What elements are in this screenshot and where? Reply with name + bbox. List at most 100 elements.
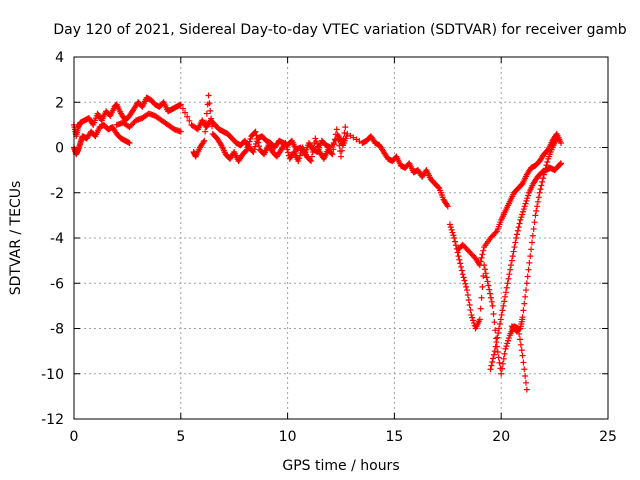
data-point [452,238,459,245]
data-point [315,146,322,153]
y-tick-label: 0 [55,141,64,157]
data-point [543,162,550,169]
data-point [244,146,251,153]
data-point [540,175,547,182]
data-point [186,117,193,124]
data-point [487,294,494,301]
data-point [530,225,537,232]
data-point [469,314,476,321]
data-point [522,200,529,207]
data-point [252,128,259,135]
data-point [339,141,346,148]
data-point [487,366,494,373]
data-point [460,274,467,281]
data-point [492,343,499,350]
y-tick-label: -2 [50,186,64,202]
data-point [508,262,515,269]
data-point [449,229,456,236]
data-point [479,283,486,290]
data-point [490,351,497,358]
data-point [329,151,336,158]
x-tick-label: 25 [599,429,617,445]
data-point [335,137,342,144]
data-point [452,242,459,249]
data-point [332,136,339,143]
data-point [182,109,189,116]
x-tick-label: 10 [279,429,297,445]
data-point [492,229,499,236]
data-point [522,379,529,386]
y-tick-label: -10 [41,367,64,383]
data-point [208,123,215,130]
data-point [505,337,512,344]
data-point [480,247,487,254]
data-point [487,290,494,297]
data-point [519,211,526,218]
data-point [338,147,345,154]
data-point [534,198,541,205]
data-point [500,302,507,309]
data-point [481,266,488,273]
data-point [314,143,321,150]
data-point [534,203,541,210]
data-point [476,262,483,269]
data-point [184,113,191,120]
data-point [497,316,504,323]
data-point [466,301,473,308]
data-point [448,226,455,233]
data-point [255,139,262,146]
y-tick-label: -6 [50,276,64,292]
axes: 0 5 10 15 20 25 -12 -10 -8 -6 -4 -2 0 2 4 [41,50,617,445]
data-point [333,126,340,133]
data-point [513,235,520,241]
data-point [463,283,470,290]
data-point [483,274,490,281]
data-point [542,165,549,172]
data-point [519,314,526,321]
data-point [296,152,303,159]
data-point [251,146,258,153]
data-point [508,257,515,264]
data-point [518,347,525,354]
data-point [443,201,450,208]
data-point [491,319,498,326]
data-points [71,92,565,393]
data-point [499,365,506,372]
y-tick-label: -4 [50,231,64,247]
data-point [255,143,262,150]
y-tick-label: 4 [55,50,64,66]
data-point [457,260,464,267]
data-point [461,277,468,284]
data-point [250,149,257,156]
data-point [515,224,522,231]
data-point [519,352,526,359]
data-point [503,343,510,350]
data-point [527,253,534,260]
data-point [502,293,509,300]
data-point [512,239,519,246]
data-point [510,248,517,255]
data-point [516,220,523,227]
data-point [334,131,341,138]
data-point [518,214,525,221]
data-point [514,227,521,234]
data-point [478,294,485,301]
data-point [482,270,489,277]
data-point [477,305,484,312]
data-point [470,317,477,324]
data-point [126,139,133,146]
data-point [246,138,253,145]
data-point [496,325,503,332]
data-point [528,246,535,253]
data-point [484,278,491,285]
data-point [528,239,535,246]
data-point [496,320,503,327]
data-point [501,298,508,305]
data-point [522,293,529,300]
data-point [486,286,493,293]
data-point [307,157,314,164]
data-point [504,280,511,287]
data-point [485,282,492,289]
data-point [524,195,531,202]
data-point [451,235,458,241]
